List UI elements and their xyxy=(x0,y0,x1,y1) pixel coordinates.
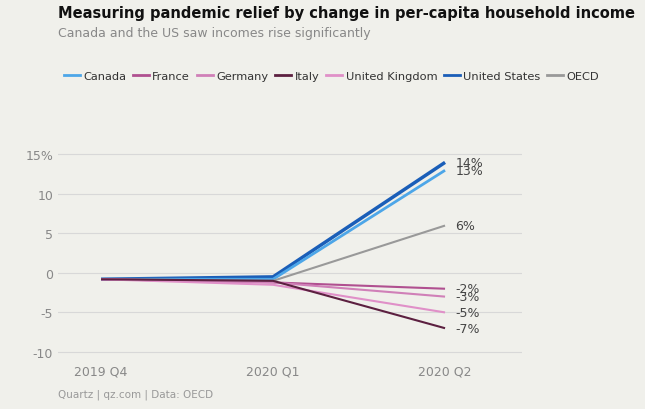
Text: Quartz | qz.com | Data: OECD: Quartz | qz.com | Data: OECD xyxy=(58,388,213,399)
Text: -2%: -2% xyxy=(455,283,480,296)
Text: -7%: -7% xyxy=(455,322,480,335)
Text: Canada and the US saw incomes rise significantly: Canada and the US saw incomes rise signi… xyxy=(58,27,371,40)
Text: -5%: -5% xyxy=(455,306,480,319)
Legend: Canada, France, Germany, Italy, United Kingdom, United States, OECD: Canada, France, Germany, Italy, United K… xyxy=(64,72,599,82)
Text: 13%: 13% xyxy=(455,164,483,178)
Text: 6%: 6% xyxy=(455,220,475,232)
Text: -3%: -3% xyxy=(455,290,480,303)
Text: 14%: 14% xyxy=(455,157,483,169)
Text: Measuring pandemic relief by change in per-capita household income: Measuring pandemic relief by change in p… xyxy=(58,6,635,21)
